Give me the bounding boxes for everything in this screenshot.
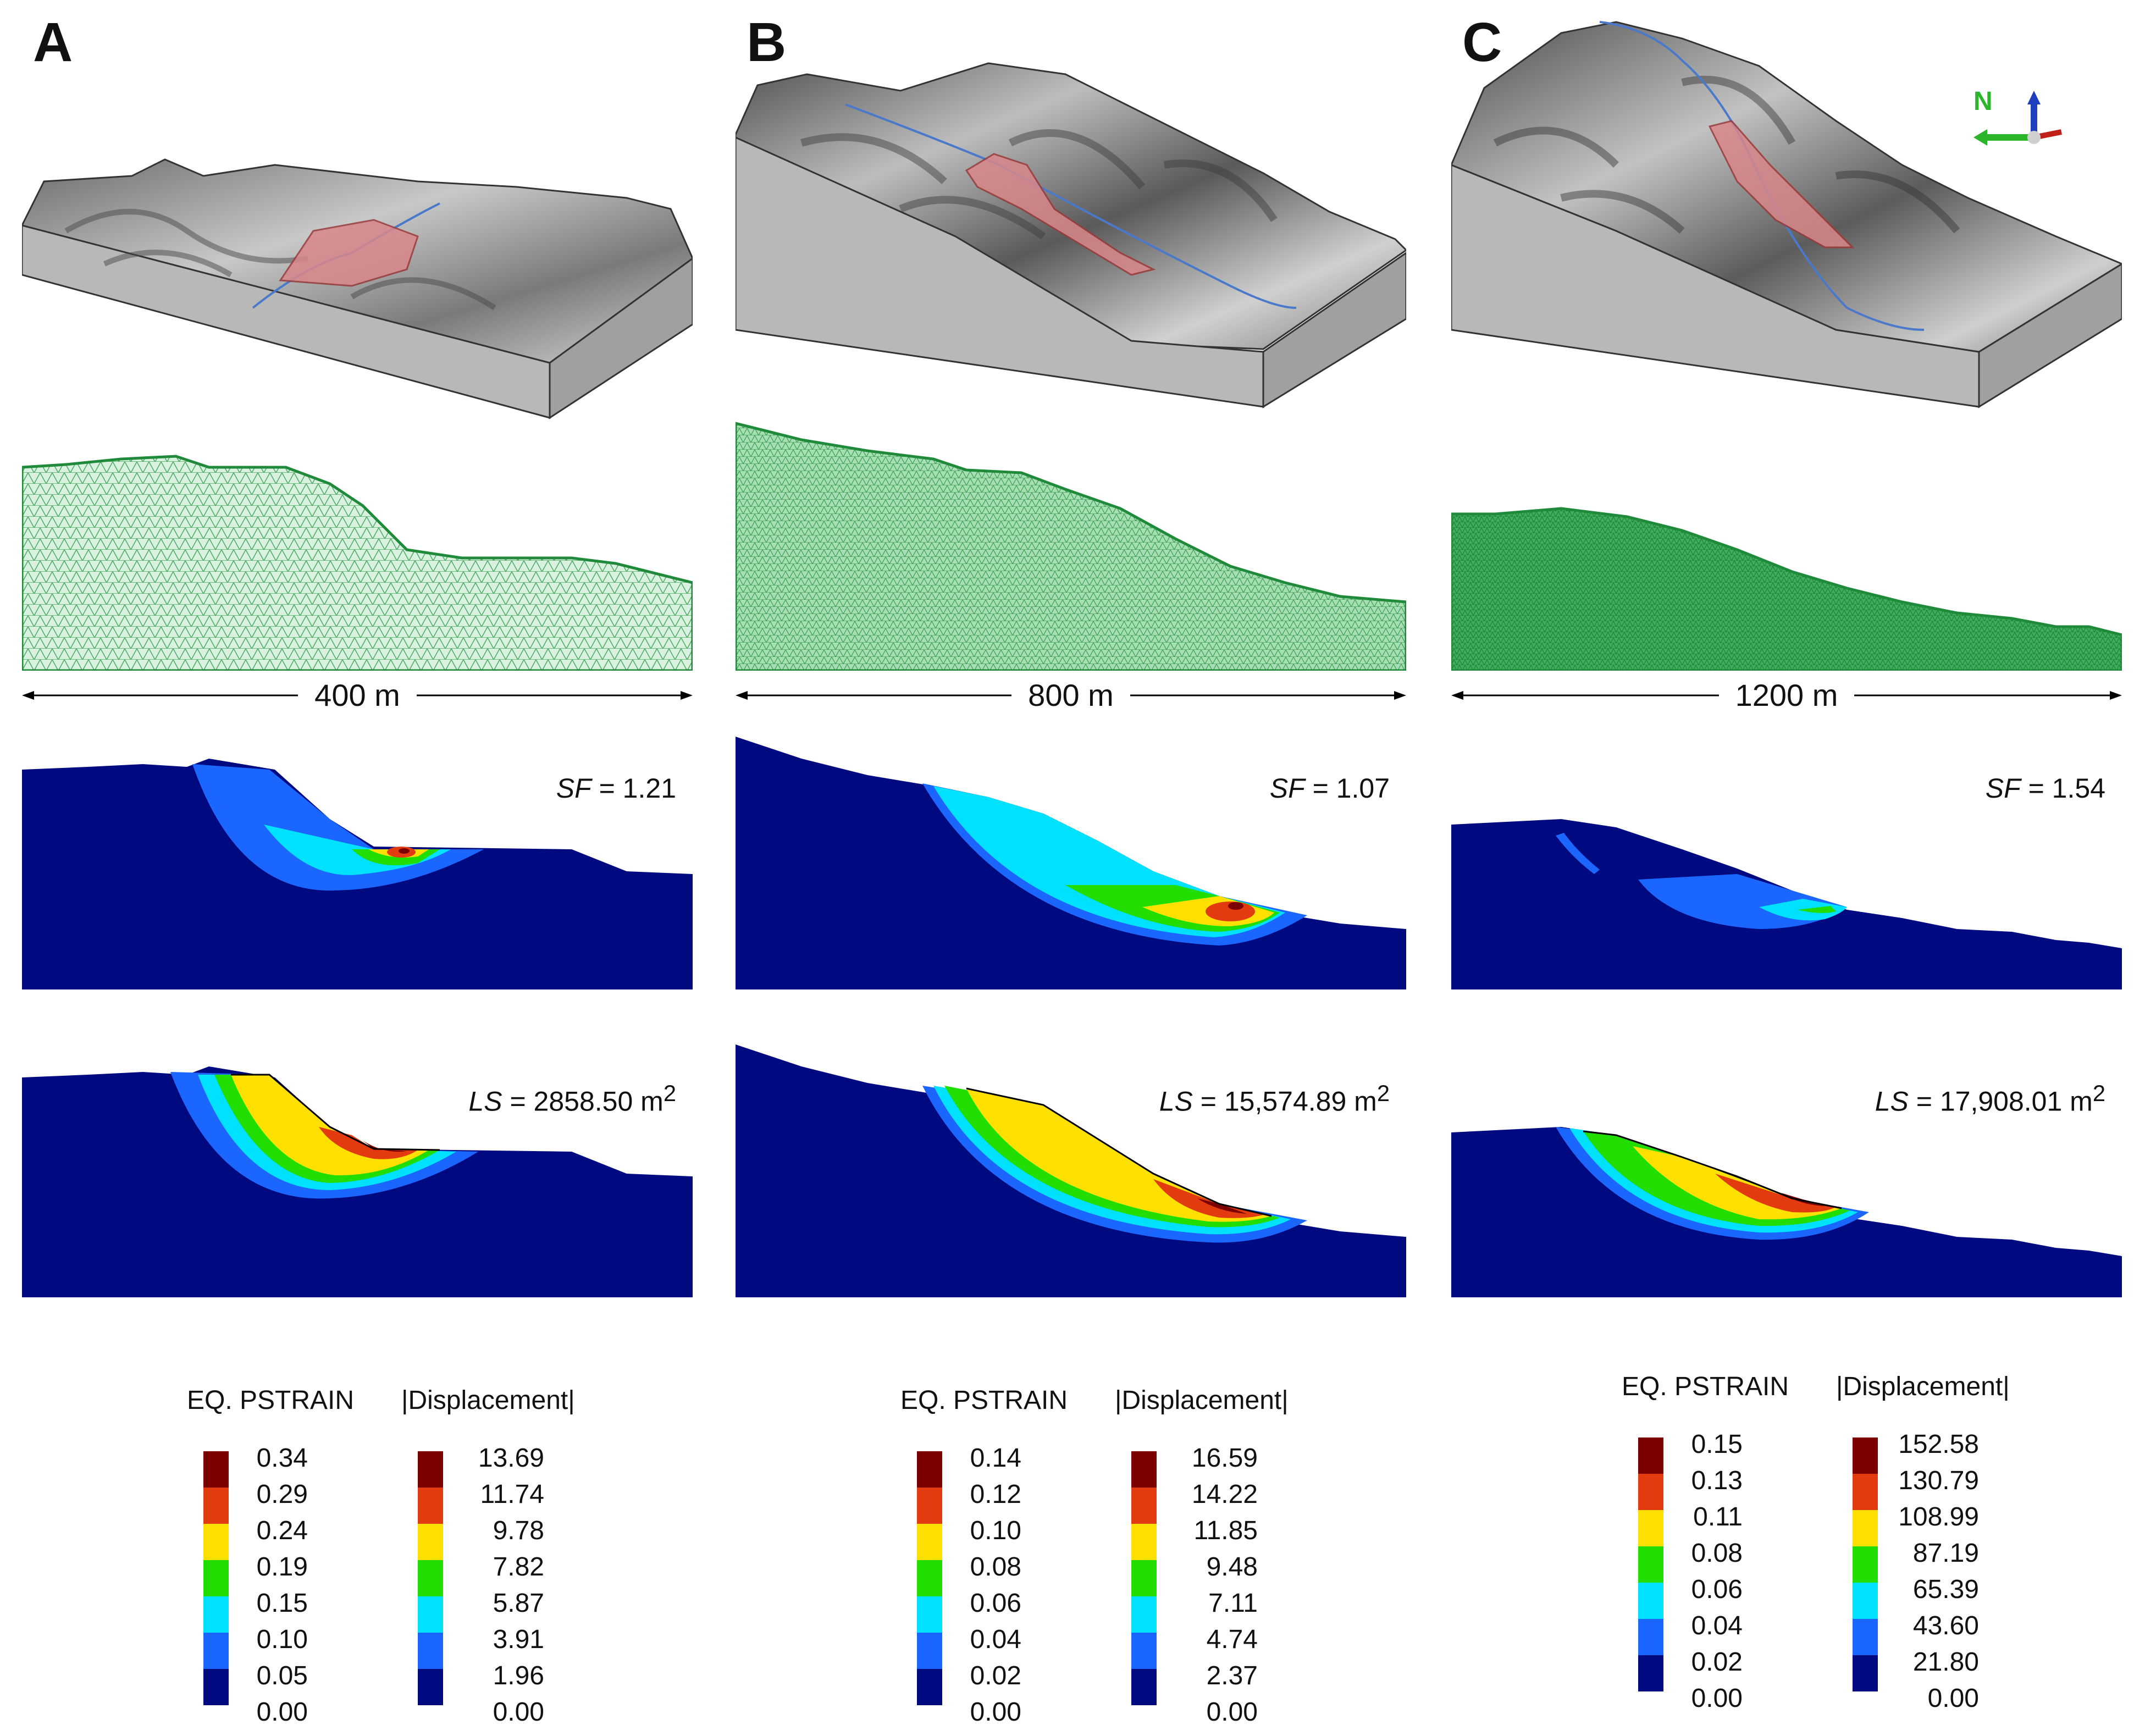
scale-label: 400 m [298,678,417,712]
sliding-surface [231,1074,440,1151]
strain-contour: SF = 1.07 [736,726,1406,989]
contour-darkred [1228,902,1243,910]
color-legend: EQ. PSTRAIN |Displacement| 0.15 0.13 0.11… [1622,1372,2072,1713]
displacement-values: 16.59 14.22 11.85 9.48 7.11 4.74 2.37 0.00 [1191,1444,1258,1727]
terrain-shading [64,209,496,311]
scale-bar: 800 m [736,673,1406,717]
block-side-face [1978,263,2122,408]
scale-label: 800 m [1011,678,1130,712]
block-front-face-top [736,136,1264,408]
displacement-contour: LS = 15,574.89 m2 [736,1033,1406,1297]
displacement-colorbar [1131,1451,1157,1705]
landslide-area [965,153,1156,276]
displacement-legend-title: |Displacement| [1836,1372,2010,1401]
displacement-values: 152.58 130.79 108.99 87.19 65.39 43.60 21.8… [1898,1430,1979,1713]
panel-letter: B [747,12,787,73]
displacement-contour: LS = 2858.50 m2 [22,1033,693,1297]
displacement-values: 13.69 11.74 9.78 7.82 5.87 3.91 1.96 0.00 [478,1444,544,1727]
scale-bar: 1200 m [1451,673,2122,717]
panel-b: B 800 m [736,0,1406,1736]
panel-letter: C [1462,12,1502,73]
mesh-profile [22,455,693,671]
contour-green [1798,906,1836,913]
landslide-size: LS = 15,574.89 m2 [1159,1080,1390,1117]
mesh-profile [1451,507,2122,671]
strain-legend-title: EQ. PSTRAIN [1622,1372,1789,1401]
terrain-3d-model [736,62,1406,408]
displacement-legend-title: |Displacement| [401,1386,575,1415]
river-line [845,103,1297,309]
strain-values: 0.34 0.29 0.24 0.19 0.15 0.10 0.05 0.00 [256,1444,308,1727]
contour-darkred [399,848,410,854]
contour-blue-streak [1556,833,1600,874]
axis-triad-icon [1973,91,2062,146]
landslide-area [1708,120,1855,248]
safety-factor: SF = 1.21 [556,773,676,804]
mesh-profile [736,422,1406,671]
displacement-contour: LS = 17,908.01 m2 [1451,1033,2122,1297]
strain-colorbar [917,1451,942,1705]
mesh-fill [1451,507,2122,671]
sliding-surface [1583,1130,1842,1209]
terrain-shading [1493,75,1960,234]
safety-factor: SF = 1.54 [1985,773,2105,804]
landslide-size: LS = 17,908.01 m2 [1875,1080,2105,1117]
strain-legend-title: EQ. PSTRAIN [187,1386,355,1415]
scale-label: 1200 m [1718,678,1855,712]
color-legend: EQ. PSTRAIN |Displacement| 0.14 0.12 0.10… [900,1385,1351,1727]
terrain-3d-model: N [1451,21,2122,408]
displacement-colorbar [1853,1438,1878,1691]
color-legend: EQ. PSTRAIN |Displacement| 0.34 0.29 0.24… [187,1385,638,1727]
landslide-area [279,219,419,287]
panel-c: C N [1451,0,2122,1736]
displacement-legend-title: |Displacement| [1115,1386,1289,1415]
sliding-surface [966,1087,1272,1217]
panel-a: A 400 m [22,0,693,1736]
terrain-3d-model [22,158,693,419]
mesh-fill [736,422,1406,671]
contour-darkred [363,1141,407,1152]
scale-bar: 400 m [22,673,693,717]
strain-legend-title: EQ. PSTRAIN [900,1386,1068,1415]
strain-values: 0.14 0.12 0.10 0.08 0.06 0.04 0.02 0.00 [970,1444,1021,1727]
north-label: N [1973,87,1993,116]
landslide-size: LS = 2858.50 m2 [468,1080,676,1117]
contour-yellow [966,1088,1271,1222]
mesh-fill [22,455,693,671]
contour-darkred [1197,1198,1247,1214]
strain-colorbar [203,1451,229,1705]
block-side-face [549,257,693,419]
strain-values: 0.15 0.13 0.11 0.08 0.06 0.04 0.02 0.00 [1691,1430,1743,1713]
displacement-colorbar [418,1451,443,1705]
safety-factor: SF = 1.07 [1269,773,1390,804]
strain-contour: SF = 1.21 [22,726,693,989]
panel-letter: A [33,12,73,73]
strain-contour: SF = 1.54 [1451,726,2122,989]
terrain-shading [800,129,1278,240]
strain-colorbar [1638,1438,1663,1691]
